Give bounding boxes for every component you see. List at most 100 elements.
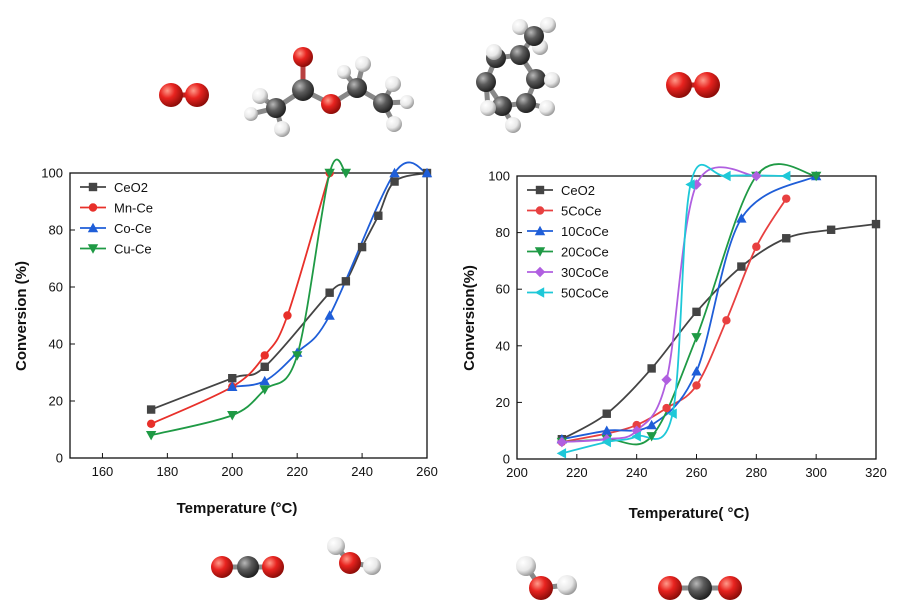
carbon-atom bbox=[688, 576, 712, 600]
series-line-5CoCe bbox=[561, 198, 788, 443]
y-tick-label: 0 bbox=[56, 451, 63, 466]
series-line-Cu-Ce bbox=[150, 158, 347, 437]
hydrogen-atom bbox=[505, 117, 521, 133]
series-line-CeO2 bbox=[561, 223, 877, 440]
data-point-5CoCe bbox=[782, 194, 791, 203]
oxygen-atom bbox=[658, 576, 682, 600]
series-markers bbox=[556, 170, 881, 459]
legend-marker bbox=[534, 225, 546, 236]
legend-label-50CoCe: 50CoCe bbox=[561, 286, 609, 301]
legend-label-5CoCe: 5CoCe bbox=[561, 204, 601, 219]
data-point-Co-Ce bbox=[227, 381, 238, 391]
x-tick-label: 300 bbox=[805, 465, 827, 480]
y-tick-label: 40 bbox=[496, 338, 510, 353]
hydrogen-atom bbox=[544, 72, 560, 88]
legend-marker bbox=[534, 247, 546, 257]
hydrogen-atom bbox=[363, 557, 381, 575]
y-tick-label: 80 bbox=[496, 225, 510, 240]
carbon-atom bbox=[516, 93, 536, 113]
hydrogen-atom bbox=[486, 44, 502, 60]
carbon-atom bbox=[510, 45, 530, 65]
x-tick-label: 260 bbox=[416, 464, 438, 479]
data-point-5CoCe bbox=[662, 403, 671, 413]
data-point-Cu-Ce bbox=[340, 168, 352, 179]
data-point-CeO2 bbox=[602, 409, 611, 418]
legend-label-Co-Ce: Co-Ce bbox=[114, 221, 152, 236]
y-tick-label: 20 bbox=[496, 395, 510, 410]
data-point-CeO2 bbox=[737, 262, 746, 271]
hydrogen-atom bbox=[252, 88, 268, 104]
data-point-10CoCe bbox=[691, 366, 702, 376]
toluene-molecule bbox=[476, 17, 560, 133]
legend: CeO2 Mn-Ce Co-Ce Cu-Ce bbox=[80, 180, 153, 257]
x-tick-label: 280 bbox=[745, 465, 767, 480]
x-tick-label: 240 bbox=[351, 464, 373, 479]
data-point-20CoCe bbox=[691, 333, 702, 343]
data-point-5CoCe bbox=[632, 420, 641, 430]
data-point-CeO2 bbox=[782, 234, 791, 243]
h2o-molecule bbox=[327, 537, 381, 575]
legend-marker bbox=[535, 206, 545, 215]
data-point-5CoCe bbox=[692, 381, 701, 390]
oxygen-atom bbox=[339, 552, 361, 574]
data-point-10CoCe bbox=[601, 425, 612, 435]
oxygen-atom bbox=[262, 556, 284, 578]
y-tick-label: 60 bbox=[49, 280, 63, 295]
data-point-CeO2 bbox=[871, 219, 881, 229]
oxygen-atom bbox=[529, 576, 553, 600]
y-tick-label: 20 bbox=[49, 394, 63, 409]
x-axis-title: Temperature (°C) bbox=[177, 500, 298, 517]
ethyl-acetate-molecule bbox=[244, 47, 414, 137]
data-point-5CoCe bbox=[722, 316, 731, 325]
x-tick-label: 260 bbox=[686, 465, 708, 480]
x-tick-label: 200 bbox=[506, 465, 528, 480]
data-point-50CoCe bbox=[685, 179, 695, 190]
data-point-50CoCe bbox=[667, 408, 677, 419]
data-point-30CoCe bbox=[556, 436, 568, 448]
hydrogen-atom bbox=[385, 76, 401, 92]
carbon-atom bbox=[266, 98, 286, 118]
data-point-Mn-Ce bbox=[260, 351, 269, 360]
data-point-50CoCe bbox=[601, 436, 611, 448]
data-point-CeO2 bbox=[228, 374, 237, 383]
plot-frame bbox=[69, 172, 428, 459]
data-point-Co-Ce bbox=[324, 310, 335, 320]
data-point-CeO2 bbox=[260, 362, 269, 371]
data-point-Co-Ce bbox=[259, 375, 270, 386]
data-point-CeO2 bbox=[374, 211, 383, 220]
hydrogen-atom bbox=[400, 95, 414, 109]
hydrogen-atom bbox=[480, 100, 496, 116]
y-tick-label: 100 bbox=[41, 166, 63, 181]
carbon-atom bbox=[237, 556, 259, 578]
data-point-10CoCe bbox=[646, 419, 657, 430]
hydrogen-atom bbox=[516, 556, 536, 576]
data-point-50CoCe bbox=[721, 170, 731, 182]
series-line-50CoCe bbox=[561, 163, 787, 455]
carbon-atom bbox=[524, 26, 544, 46]
data-point-CeO2 bbox=[390, 177, 399, 186]
data-point-Mn-Ce bbox=[283, 311, 292, 320]
hydrogen-atom bbox=[355, 56, 371, 72]
data-point-10CoCe bbox=[736, 213, 747, 223]
oxygen-atom bbox=[211, 556, 233, 578]
x-tick-label: 180 bbox=[157, 464, 179, 479]
data-point-Cu-Ce bbox=[291, 351, 303, 361]
data-point-CeO2 bbox=[341, 277, 351, 286]
hydrogen-atom bbox=[337, 65, 351, 79]
hydrogen-atom bbox=[540, 17, 556, 33]
data-point-Co-Ce bbox=[421, 167, 433, 178]
axis-ticks: 200 220 240 260 280 300 320 0 20 40 60 80 100 bbox=[488, 169, 887, 481]
data-point-5CoCe bbox=[752, 242, 761, 251]
o2-molecule bbox=[159, 83, 209, 107]
carbon-atom bbox=[476, 72, 496, 92]
data-point-Cu-Ce bbox=[324, 168, 335, 179]
h2o-molecule bbox=[516, 556, 577, 600]
series-curves bbox=[150, 158, 428, 437]
legend-label-10CoCe: 10CoCe bbox=[561, 224, 609, 239]
legend-marker bbox=[87, 222, 99, 233]
carbon-atom bbox=[492, 96, 512, 116]
oxygen-atom bbox=[694, 72, 720, 98]
oxygen-atom bbox=[321, 94, 341, 114]
y-tick-label: 0 bbox=[503, 452, 510, 467]
carbon-atom bbox=[292, 79, 314, 101]
